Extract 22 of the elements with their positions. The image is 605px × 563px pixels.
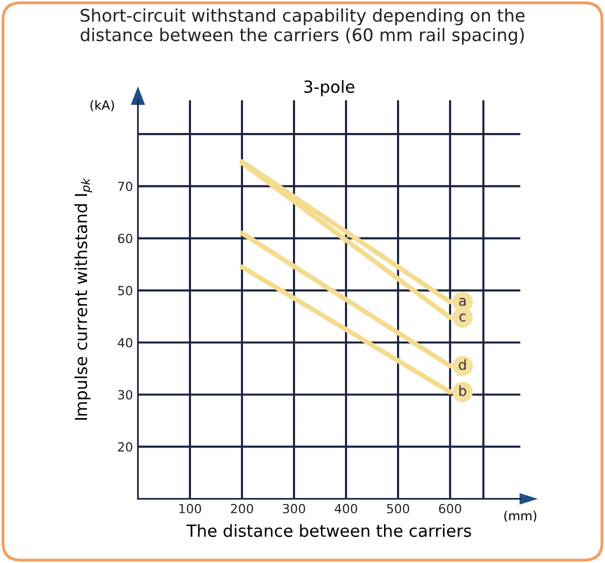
series-label: d (458, 359, 466, 370)
y-tick-label: 20 (118, 442, 132, 452)
legend-label: c (460, 314, 466, 322)
x-tick-label: 200 (230, 504, 254, 514)
x-tick-label: 600 (439, 504, 462, 514)
y-tick-label: 30 (118, 390, 132, 400)
text: (kA) (90, 100, 114, 112)
x-axis-title: The distance between the carriers (186, 524, 472, 538)
y-axis-title: Impulse current withstand I$_{pk}$ (74, 178, 92, 420)
x-tick-label: 300 (283, 504, 306, 514)
chart-title: Short-circuit withstand capability depending on the distance between the carriers (60 mm rail spacing) (80, 8, 525, 45)
y-tick-label: 60 (118, 234, 132, 244)
y-tick-label: 50 (118, 286, 132, 296)
text: (mm) (504, 510, 536, 522)
series-label: a (459, 298, 466, 306)
legend-label: b (459, 385, 466, 396)
chart-subtitle: 3-pole (304, 80, 354, 96)
y-tick-label: 40 (118, 338, 132, 348)
y-tick-label: 70 (118, 182, 132, 192)
x-tick-label: 400 (334, 504, 358, 514)
x-tick-label: 500 (387, 504, 410, 514)
x-tick-label: 100 (179, 504, 202, 514)
